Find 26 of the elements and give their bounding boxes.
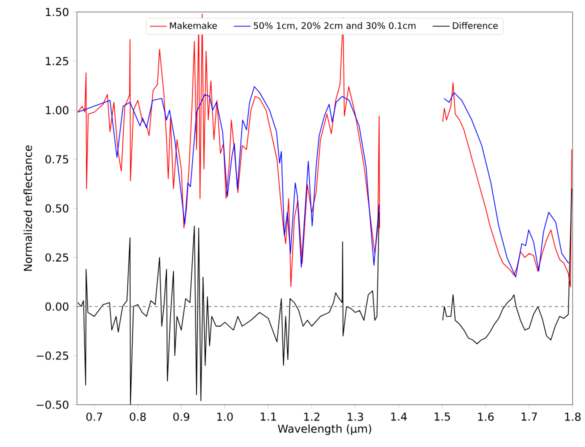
x-tick-label: 1.2 bbox=[304, 412, 320, 421]
y-tick-label: 0.25 bbox=[45, 253, 68, 262]
y-tick-label: 1.50 bbox=[46, 8, 68, 16]
x-tick-label: 0.7 bbox=[86, 412, 102, 422]
x-axis-title: Wavelength (μm) bbox=[278, 424, 372, 436]
legend-label: 50% 1cm, 20% 2cm and 30% 0.1cm bbox=[254, 22, 416, 30]
x-tick-label: 0.9 bbox=[173, 412, 190, 422]
y-tick-label: 1.00 bbox=[46, 106, 68, 114]
y-tick-label: 1.25 bbox=[46, 57, 68, 66]
y-tick-label: 0.75 bbox=[45, 155, 68, 164]
y-tick-label: −0.25 bbox=[36, 352, 68, 360]
x-tick-label: 1.4 bbox=[391, 412, 407, 421]
y-tick-label: 0.00 bbox=[45, 302, 68, 311]
y-tick-label: −0.50 bbox=[36, 400, 68, 410]
x-tick-label: 1.8 bbox=[565, 412, 581, 422]
x-tick-label: 1.1 bbox=[260, 412, 276, 421]
x-tick-label: 1.3 bbox=[348, 412, 364, 422]
legend-label: Makemake bbox=[170, 22, 217, 30]
y-tick-label: 0.50 bbox=[45, 204, 68, 213]
legend-label: Difference bbox=[452, 22, 498, 30]
x-tick-label: 1.0 bbox=[217, 412, 233, 422]
x-tick-label: 1.7 bbox=[522, 412, 537, 421]
x-tick-label: 0.8 bbox=[130, 412, 146, 422]
y-axis-title: Normalized reflectance bbox=[24, 146, 32, 271]
x-tick-label: 1.6 bbox=[478, 412, 494, 422]
x-tick-label: 1.5 bbox=[434, 412, 450, 421]
